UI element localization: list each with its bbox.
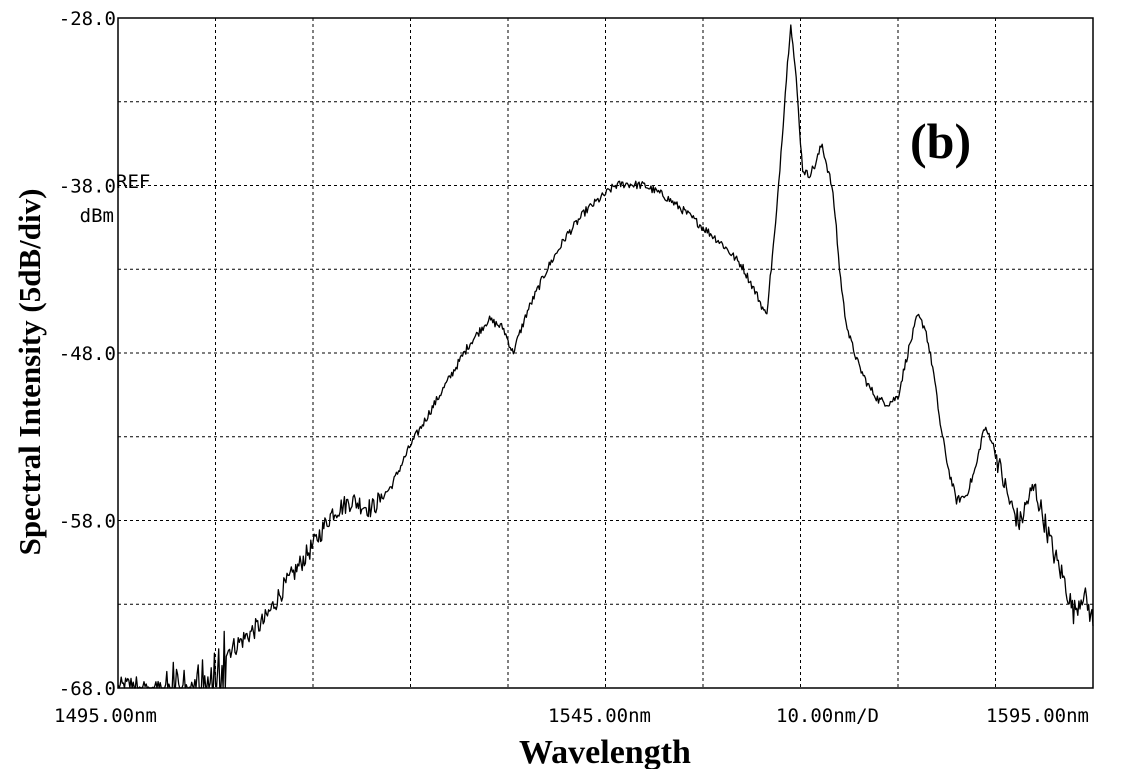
y-tick-labels: -28.0 -38.0 -48.0 -58.0 -68.0 <box>59 8 116 700</box>
y-axis-title: Spectral Intensity (5dB/div) <box>12 189 47 556</box>
grid-lines <box>118 18 1093 688</box>
y-tick-label: -28.0 <box>59 8 116 30</box>
plot-frame <box>117 17 1094 689</box>
spectrum-trace <box>117 24 1094 689</box>
y-tick-label: -68.0 <box>59 678 116 700</box>
y-tick-label: -58.0 <box>59 511 116 533</box>
x-tick-left: 1495.00nm <box>54 705 157 727</box>
x-tick-span: 10.00nm/D <box>776 705 879 727</box>
y-tick-label: -38.0 <box>59 176 116 198</box>
x-tick-center: 1545.00nm <box>548 705 651 727</box>
x-tick-right: 1595.00nm <box>986 705 1089 727</box>
panel-label: (b) <box>910 113 971 169</box>
ref-label: REF <box>116 171 150 193</box>
x-axis-title: Wavelength <box>519 734 691 769</box>
y-tick-label: -48.0 <box>59 343 116 365</box>
ref-unit-label: dBm <box>80 205 114 227</box>
